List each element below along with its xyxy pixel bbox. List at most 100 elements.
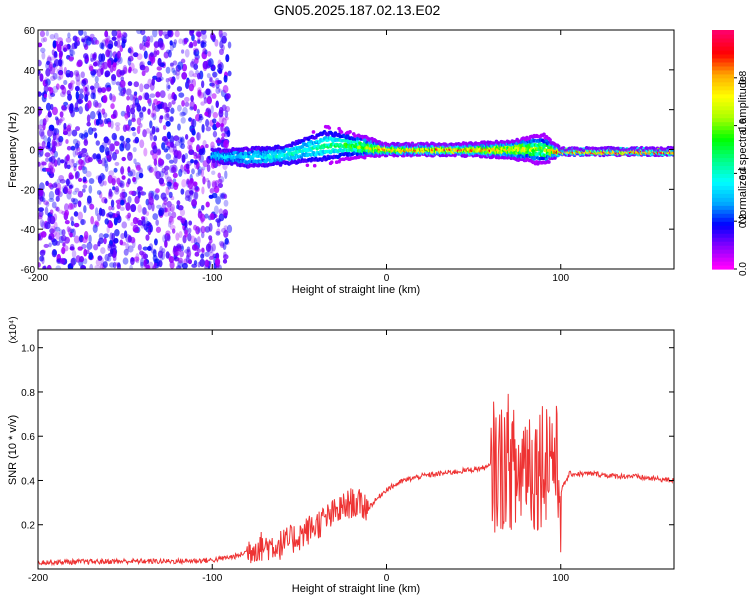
colorbar-cell xyxy=(712,245,734,250)
spectrogram-noise-blob xyxy=(199,213,206,223)
spectrogram-noise-blob xyxy=(107,59,112,69)
spectrogram-noise-blob xyxy=(138,109,144,115)
spectrogram-noise-blob xyxy=(188,83,194,92)
spectrogram-noise-blob xyxy=(127,47,132,54)
spectrogram-noise-blob xyxy=(139,43,143,51)
colorbar-cell xyxy=(712,141,734,147)
spectrogram-noise-blob xyxy=(188,145,193,152)
spectrogram-noise-blob xyxy=(207,179,211,189)
spectrogram-noise-blob xyxy=(188,187,195,195)
spectrogram-noise-blob xyxy=(201,166,206,171)
spectrogram-noise-blob xyxy=(70,257,76,267)
spectrogram-signal-cell xyxy=(327,126,332,130)
colorbar-cell xyxy=(712,117,734,123)
spectrogram-noise-blob xyxy=(68,56,74,61)
spectrogram-noise-blob xyxy=(53,150,59,158)
spectrogram-noise-blob xyxy=(201,80,205,89)
spectrogram-noise-blob xyxy=(170,78,175,85)
spectrogram-noise-blob xyxy=(153,158,158,167)
spectrogram-noise-blob xyxy=(142,207,147,215)
spectrogram-noise-blob xyxy=(57,76,62,81)
spectrogram-noise-blob xyxy=(39,30,46,38)
spectrogram-noise-blob xyxy=(105,87,112,92)
spectrogram-noise-blob xyxy=(137,186,144,191)
spectrogram-noise-blob xyxy=(81,236,88,244)
colorbar-cell xyxy=(712,181,734,186)
spectrogram-noise-blob xyxy=(204,213,209,219)
spectrogram-noise-blob xyxy=(149,120,153,129)
spectrogram-noise-blob xyxy=(221,228,227,233)
spectrogram-noise-blob xyxy=(152,30,158,38)
spectrogram-noise-blob xyxy=(69,184,74,189)
spectrogram-noise-blob xyxy=(52,213,58,222)
spectrogram-noise-blob xyxy=(64,209,70,217)
spectrogram-noise-blob xyxy=(155,170,161,180)
spectrogram-noise-blob xyxy=(162,31,168,36)
x-tick-label: 100 xyxy=(552,273,569,284)
spectrogram-noise-blob xyxy=(108,221,114,229)
spectrogram-noise-blob xyxy=(224,170,228,180)
spectrogram-noise-blob xyxy=(45,102,52,111)
spectrogram-noise-blob xyxy=(111,151,118,161)
colorbar-cell xyxy=(712,137,734,143)
spectrogram-noise-blob xyxy=(107,243,113,249)
spectrogram-noise-blob xyxy=(72,35,78,42)
spectrogram-noise-blob xyxy=(93,243,99,251)
spectrogram-noise-blob xyxy=(204,251,210,257)
spectrogram-noise-blob xyxy=(86,36,92,46)
spectrogram-noise-blob xyxy=(179,243,184,250)
x-tick-label: -200 xyxy=(28,573,48,584)
spectrogram-noise-blob xyxy=(202,47,207,55)
spectrogram-noise-blob xyxy=(180,111,187,117)
spectrogram-noise-blob xyxy=(207,51,212,57)
spectrogram-noise-blob xyxy=(152,213,159,221)
spectrogram-noise-blob xyxy=(41,140,46,149)
colorbar-cell xyxy=(712,261,734,266)
spectrogram-noise-blob xyxy=(177,61,184,71)
spectrogram-noise-blob xyxy=(41,221,47,229)
spectrogram-noise-blob xyxy=(38,91,41,97)
spectrogram-noise-blob xyxy=(116,50,121,59)
spectrogram-noise-blob xyxy=(38,59,42,67)
spectrogram-noise-blob xyxy=(102,261,108,269)
spectrogram-noise-blob xyxy=(58,174,65,182)
spectrogram-noise-blob xyxy=(53,58,60,67)
spectrogram-noise-blob xyxy=(161,142,166,151)
spectrogram-noise-blob xyxy=(125,202,131,211)
spectrogram-noise-blob xyxy=(114,185,120,193)
spectrogram-noise-blob xyxy=(204,111,209,117)
spectrogram-noise-blob xyxy=(47,182,53,188)
spectrogram-noise-blob xyxy=(179,250,184,258)
spectrogram-noise-blob xyxy=(193,57,199,65)
y-tick-label: 0.4 xyxy=(21,476,35,487)
spectrogram-noise-blob xyxy=(181,262,188,269)
colorbar-cell xyxy=(712,97,734,103)
spectrogram-noise-blob xyxy=(166,181,172,187)
spectrogram-noise-blob xyxy=(226,130,231,137)
spectrogram-noise-blob xyxy=(184,101,190,107)
spectrogram-noise-blob xyxy=(49,33,55,40)
spectrogram-noise-blob xyxy=(197,208,202,214)
spectrogram-noise-blob xyxy=(167,101,172,109)
spectrogram-noise-blob xyxy=(211,93,217,99)
spectrogram-noise-blob xyxy=(173,181,178,186)
spectrogram-noise-blob xyxy=(145,234,150,241)
spectrogram-noise-blob xyxy=(151,108,157,117)
spectrogram-noise-blob xyxy=(50,225,56,231)
colorbar-tick-label: 0.0 xyxy=(738,262,749,276)
spectrogram-noise-blob xyxy=(170,141,175,148)
spectrogram-noise-blob xyxy=(149,35,154,43)
spectrogram-noise-blob xyxy=(137,243,142,251)
spectrogram-noise-blob xyxy=(99,42,104,49)
spectrogram-noise-blob xyxy=(111,36,117,41)
spectrogram-noise-blob xyxy=(227,41,232,49)
spectrogram-noise-blob xyxy=(88,65,94,72)
spectrogram-noise-blob xyxy=(147,53,154,62)
spectrogram-noise-blob xyxy=(38,207,45,212)
spectrogram-noise-blob xyxy=(189,186,193,196)
spectrogram-noise-blob xyxy=(75,255,81,263)
spectrogram-noise-blob xyxy=(53,52,58,59)
spectrogram-noise-blob xyxy=(58,118,63,124)
spectrogram-noise-blob xyxy=(218,106,224,114)
spectrogram-noise-blob xyxy=(88,177,95,185)
